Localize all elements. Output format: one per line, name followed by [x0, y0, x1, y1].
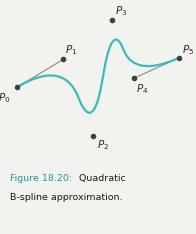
Text: Figure 18.20:: Figure 18.20:	[10, 174, 72, 183]
Text: Quadratic: Quadratic	[76, 174, 126, 183]
Text: B-spline approximation.: B-spline approximation.	[10, 193, 122, 202]
Text: $P_{3}$: $P_{3}$	[115, 4, 127, 18]
Text: $P_{0}$: $P_{0}$	[0, 91, 10, 105]
Text: $P_{5}$: $P_{5}$	[182, 43, 195, 57]
Text: $P_{1}$: $P_{1}$	[65, 43, 77, 57]
Text: $P_{2}$: $P_{2}$	[97, 138, 109, 152]
Text: $P_{4}$: $P_{4}$	[136, 82, 148, 96]
